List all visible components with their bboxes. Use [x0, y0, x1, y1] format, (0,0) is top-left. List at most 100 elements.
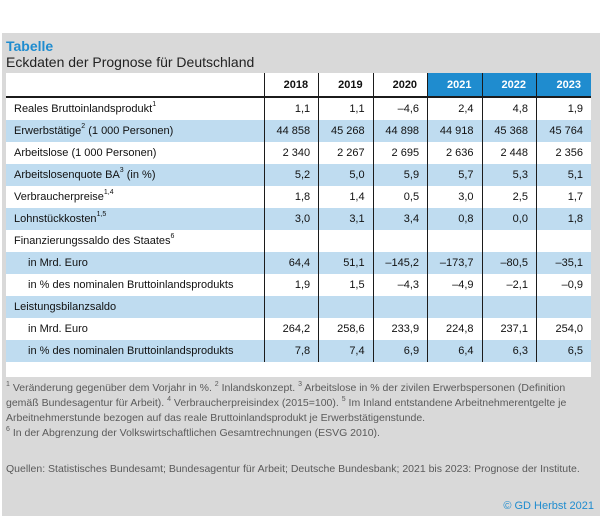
year-header-2022: 2022	[481, 73, 537, 98]
row-label: Verbraucherpreise1,4	[6, 186, 265, 208]
table-cell: 5,0	[318, 164, 374, 186]
row-label: Erwerbstätige2 (1 000 Personen)	[6, 120, 265, 142]
table-body: Reales Bruttoinlandsprodukt1 1,1 1,1 –4,6 2,…	[6, 97, 591, 362]
table-cell: –173,7	[427, 252, 483, 274]
footnote-text: Arbeitslose in % der zivilen Erwerbspers…	[6, 382, 566, 409]
table-row: Lohnstückkosten1,5 3,0 3,1 3,4 0,8 0,0 1,8	[6, 208, 591, 230]
table-cell: 5,2	[263, 164, 319, 186]
footnotes: 1 Veränderung gegenüber dem Vorjahr in %…	[6, 381, 594, 441]
table-cell: 2,4	[427, 97, 483, 120]
table-row: Verbraucherpreise1,4 1,8 1,4 0,5 3,0 2,5 1,7	[6, 186, 591, 208]
table-cell: 2 448	[481, 142, 537, 164]
table-cell: 2 267	[318, 142, 374, 164]
table-cell: 1,8	[535, 208, 591, 230]
table-cell: 3,0	[263, 208, 319, 230]
row-footnote-ref: 1	[152, 101, 157, 109]
table-row: Arbeitslose (1 000 Personen) 2 340 2 267 2 …	[6, 142, 591, 164]
row-label: in % des nominalen Bruttoinlandsprodukts	[6, 340, 265, 362]
footnote-number: 2	[214, 380, 219, 388]
row-label: Leistungsbilanzsaldo	[6, 296, 265, 318]
footnotes-paragraph: 1 Veränderung gegenüber dem Vorjahr in %…	[6, 381, 594, 426]
table-cell	[372, 230, 428, 252]
row-label-text: Leistungsbilanzsaldo	[14, 301, 117, 313]
table-cell	[427, 230, 483, 252]
table-cell: 1,9	[535, 97, 591, 120]
caption-kicker: Tabelle	[6, 38, 54, 54]
caption-title: Eckdaten der Prognose für Deutschland	[6, 54, 255, 70]
table-cell: 44 858	[263, 120, 319, 142]
table-cell	[427, 296, 483, 318]
row-label-text: Verbraucherpreise	[14, 191, 104, 203]
footnote-number: 1	[6, 380, 10, 388]
table-cell: 1,1	[263, 97, 319, 120]
row-label: Arbeitslosenquote BA3 (in %)	[6, 164, 265, 186]
year-header-2021: 2021	[427, 73, 483, 98]
table-cell: 258,6	[318, 318, 374, 340]
row-label-text: Lohnstückkosten	[14, 213, 97, 225]
table-cell: 6,4	[427, 340, 483, 362]
table-cell: 6,5	[535, 340, 591, 362]
table-cell: 5,9	[372, 164, 428, 186]
table-cell: 224,8	[427, 318, 483, 340]
footnote-text: Inlandskonzept.	[218, 382, 299, 394]
row-label-unit: (in %)	[123, 169, 156, 181]
table-cell: 1,4	[318, 186, 374, 208]
table-cell: 45 368	[481, 120, 537, 142]
table-cell: 6,3	[481, 340, 537, 362]
table-cell	[481, 296, 537, 318]
row-footnote-ref: 6	[170, 233, 175, 241]
forecast-table: 2018 2019 2020 2021 2022 2023 Reales Bruttoin…	[6, 73, 591, 362]
row-label-text: in % des nominalen Bruttoinlandsprodukts	[28, 345, 234, 357]
table-row: Finanzierungssaldo des Staates6	[6, 230, 591, 252]
table-cell: 5,1	[535, 164, 591, 186]
table-cell: 1,9	[263, 274, 319, 296]
table-cell: –2,1	[481, 274, 537, 296]
row-label-text: Arbeitslose (1 000 Personen)	[14, 147, 157, 159]
year-header-2023: 2023	[535, 73, 591, 98]
footnote-number: 5	[341, 395, 346, 403]
table-row: in % des nominalen Bruttoinlandsprodukts…	[6, 340, 591, 362]
row-footnote-ref: 1,4	[103, 189, 114, 197]
year-header-2019: 2019	[318, 73, 374, 98]
table-cell: –4,3	[372, 274, 428, 296]
table-cell: 5,7	[427, 164, 483, 186]
row-label: Lohnstückkosten1,5	[6, 208, 265, 230]
row-label-text: Reales Bruttoinlandsprodukt	[14, 103, 153, 115]
table-cell: 2 636	[427, 142, 483, 164]
table-cell: 264,2	[263, 318, 319, 340]
row-label: in Mrd. Euro	[6, 252, 265, 274]
row-label-text: in Mrd. Euro	[28, 257, 88, 269]
table-cell	[263, 230, 319, 252]
table-cell: 2 340	[263, 142, 319, 164]
row-footnote-ref: 3	[119, 167, 124, 175]
table-cell: 2,5	[481, 186, 537, 208]
table-cell: 1,1	[318, 97, 374, 120]
table-cell: 233,9	[372, 318, 428, 340]
year-header-2020: 2020	[372, 73, 428, 98]
footnote-6-paragraph: 6 In der Abgrenzung der Volkswirtschaftl…	[6, 426, 594, 441]
table-header-row: 2018 2019 2020 2021 2022 2023	[6, 73, 591, 98]
row-label-text: in % des nominalen Bruttoinlandsprodukts	[28, 279, 234, 291]
row-label-text: Finanzierungssaldo des Staates	[14, 235, 171, 247]
row-footnote-ref: 2	[81, 123, 86, 131]
table-cell: 2 356	[535, 142, 591, 164]
table-cell: –4,6	[372, 97, 428, 120]
table-cell: –145,2	[372, 252, 428, 274]
table-cell: 64,4	[263, 252, 319, 274]
table-cell: 51,1	[318, 252, 374, 274]
table-cell: 1,5	[318, 274, 374, 296]
table-cell: 2 695	[372, 142, 428, 164]
table-cell: 0,0	[481, 208, 537, 230]
footnote-text: Veränderung gegenüber dem Vorjahr in %.	[9, 382, 215, 394]
table-cell: 6,9	[372, 340, 428, 362]
table-cell: –4,9	[427, 274, 483, 296]
footnote-number: 4	[167, 395, 171, 403]
table-cell: 45 268	[318, 120, 374, 142]
table-cell: –80,5	[481, 252, 537, 274]
row-label: in % des nominalen Bruttoinlandsprodukts	[6, 274, 265, 296]
source-note: Quellen: Statistisches Bundesamt; Bundes…	[6, 463, 580, 475]
row-label-unit: (1 000 Personen)	[85, 125, 174, 137]
table-cell: 0,8	[427, 208, 483, 230]
table-cell	[535, 296, 591, 318]
table-row: Leistungsbilanzsaldo	[6, 296, 591, 318]
